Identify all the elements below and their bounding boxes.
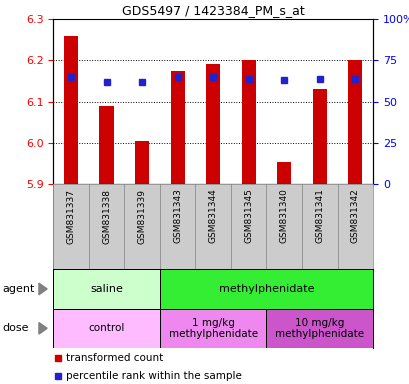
Text: dose: dose [2,323,29,333]
Text: 1 mg/kg
methylphenidate: 1 mg/kg methylphenidate [168,318,257,339]
Bar [53,309,160,348]
Title: GDS5497 / 1423384_PM_s_at: GDS5497 / 1423384_PM_s_at [121,3,304,17]
Bar [206,64,220,184]
Text: transformed count: transformed count [66,353,163,363]
Bar [64,36,78,184]
Bar [266,309,372,348]
Text: GSM831339: GSM831339 [137,189,146,243]
Bar [160,269,372,309]
Text: agent: agent [2,284,34,294]
Text: GSM831344: GSM831344 [208,189,217,243]
Text: saline: saline [90,284,123,294]
Text: GSM831337: GSM831337 [66,189,75,243]
Text: GSM831342: GSM831342 [350,189,359,243]
Bar [170,71,184,184]
Text: GSM831341: GSM831341 [315,189,324,243]
Text: GSM831343: GSM831343 [173,189,182,243]
Bar [99,106,113,184]
Bar [312,89,326,184]
Text: methylphenidate: methylphenidate [218,284,313,294]
Bar [53,269,160,309]
Text: GSM831338: GSM831338 [102,189,111,243]
Bar [135,141,149,184]
Bar [241,61,255,184]
Bar [276,162,291,184]
Bar [160,309,266,348]
Text: GSM831340: GSM831340 [279,189,288,243]
Text: percentile rank within the sample: percentile rank within the sample [66,371,241,381]
Bar [347,61,362,184]
Text: control: control [88,323,124,333]
Text: GSM831345: GSM831345 [244,189,253,243]
Text: 10 mg/kg
methylphenidate: 10 mg/kg methylphenidate [274,318,364,339]
